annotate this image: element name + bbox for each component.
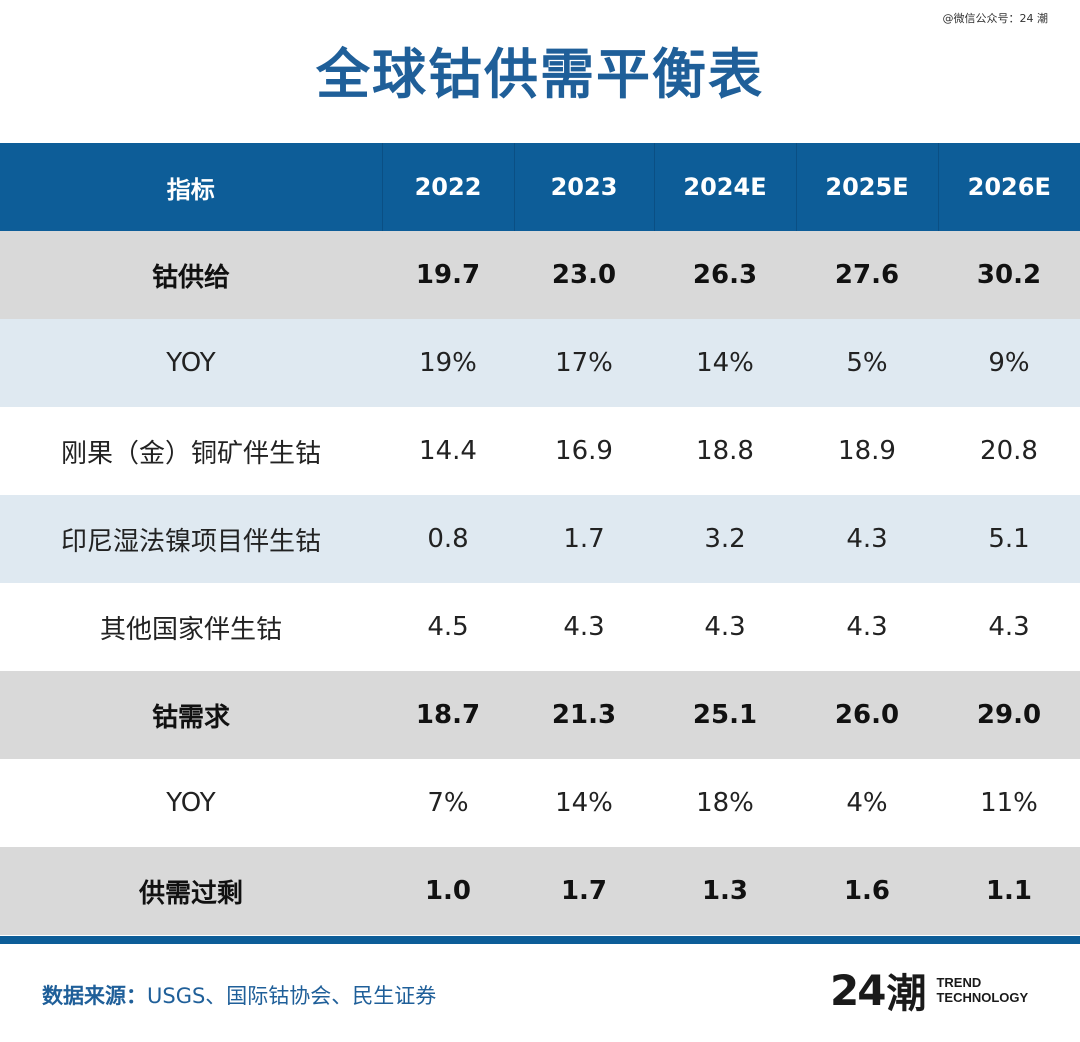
header-2022: 2022	[382, 143, 515, 231]
table-cell: 1.3	[654, 847, 796, 935]
table-cell: 4.3	[514, 583, 654, 671]
logo-text: TREND TECHNOLOGY	[936, 975, 1028, 1005]
table-cell: 7%	[382, 759, 514, 847]
table-cell: 3.2	[654, 495, 796, 583]
table-cell: 19%	[382, 319, 514, 407]
table-cell: 19.7	[382, 231, 514, 319]
row-label: YOY	[0, 759, 382, 847]
table-row: 刚果（金）铜矿伴生钴 14.4 16.9 18.8 18.9 20.8	[0, 407, 1080, 495]
table-row: 其他国家伴生钴 4.5 4.3 4.3 4.3 4.3	[0, 583, 1080, 671]
table-row: 印尼湿法镍项目伴生钴 0.8 1.7 3.2 4.3 5.1	[0, 495, 1080, 583]
table-cell: 14%	[654, 319, 796, 407]
table-cell: 30.2	[938, 231, 1080, 319]
table-cell: 4.3	[796, 583, 938, 671]
header-indicator: 指标	[0, 143, 383, 231]
table-cell: 0.8	[382, 495, 514, 583]
table-cell: 14.4	[382, 407, 514, 495]
brand-logo: 24 潮 TREND TECHNOLOGY	[830, 962, 1028, 1018]
header-2024e: 2024E	[654, 143, 797, 231]
table-cell: 18.9	[796, 407, 938, 495]
table-cell: 25.1	[654, 671, 796, 759]
table-row: 钴供给 19.7 23.0 26.3 27.6 30.2	[0, 231, 1080, 319]
source-text: USGS、国际钴协会、民生证券	[147, 984, 437, 1008]
table-cell: 1.7	[514, 847, 654, 935]
watermark: @微信公众号：24 潮	[942, 12, 1049, 25]
row-label: YOY	[0, 319, 382, 407]
source-label: 数据来源：	[42, 984, 147, 1008]
table-cell: 4.3	[654, 583, 796, 671]
table-cell: 27.6	[796, 231, 938, 319]
logo-line2: TECHNOLOGY	[936, 990, 1029, 1005]
table-cell: 1.6	[796, 847, 938, 935]
header-2023: 2023	[514, 143, 655, 231]
table-cell: 21.3	[514, 671, 654, 759]
table-cell: 16.9	[514, 407, 654, 495]
header-2026e: 2026E	[938, 143, 1080, 231]
bottom-divider	[0, 936, 1080, 944]
row-label: 刚果（金）铜矿伴生钴	[0, 407, 382, 495]
supply-demand-table: 指标 2022 2023 2024E 2025E 2026E 钴供给 19.7 …	[0, 143, 1080, 935]
table-row: 钴需求 18.7 21.3 25.1 26.0 29.0	[0, 671, 1080, 759]
page-title: 全球钴供需平衡表	[316, 43, 764, 106]
row-label: 钴供给	[0, 231, 382, 319]
table-cell: 1.1	[938, 847, 1080, 935]
table-cell: 18.8	[654, 407, 796, 495]
table-cell: 18%	[654, 759, 796, 847]
table-cell: 1.0	[382, 847, 514, 935]
table-row: 供需过剩 1.0 1.7 1.3 1.6 1.1	[0, 847, 1080, 935]
table-cell: 4.3	[796, 495, 938, 583]
table-cell: 29.0	[938, 671, 1080, 759]
table-cell: 26.3	[654, 231, 796, 319]
table-cell: 18.7	[382, 671, 514, 759]
table-cell: 4.3	[938, 583, 1080, 671]
table-cell: 1.7	[514, 495, 654, 583]
logo-number: 24	[830, 965, 886, 1015]
row-label: 其他国家伴生钴	[0, 583, 382, 671]
table-cell: 4.5	[382, 583, 514, 671]
table-cell: 14%	[514, 759, 654, 847]
data-source: 数据来源：USGS、国际钴协会、民生证券	[42, 980, 436, 1010]
table-cell: 5.1	[938, 495, 1080, 583]
row-label: 供需过剩	[0, 847, 382, 935]
row-label: 钴需求	[0, 671, 382, 759]
table-cell: 20.8	[938, 407, 1080, 495]
logo-line1: TREND	[936, 975, 982, 990]
logo-char: 潮	[886, 971, 927, 1017]
table-row: YOY 19% 17% 14% 5% 9%	[0, 319, 1080, 407]
table-cell: 26.0	[796, 671, 938, 759]
table-cell: 4%	[796, 759, 938, 847]
table-cell: 9%	[938, 319, 1080, 407]
row-label: 印尼湿法镍项目伴生钴	[0, 495, 382, 583]
table-header-row: 指标 2022 2023 2024E 2025E 2026E	[0, 143, 1080, 231]
table-cell: 23.0	[514, 231, 654, 319]
table-row: YOY 7% 14% 18% 4% 11%	[0, 759, 1080, 847]
table-cell: 5%	[796, 319, 938, 407]
header-2025e: 2025E	[796, 143, 939, 231]
table-cell: 11%	[938, 759, 1080, 847]
table-cell: 17%	[514, 319, 654, 407]
